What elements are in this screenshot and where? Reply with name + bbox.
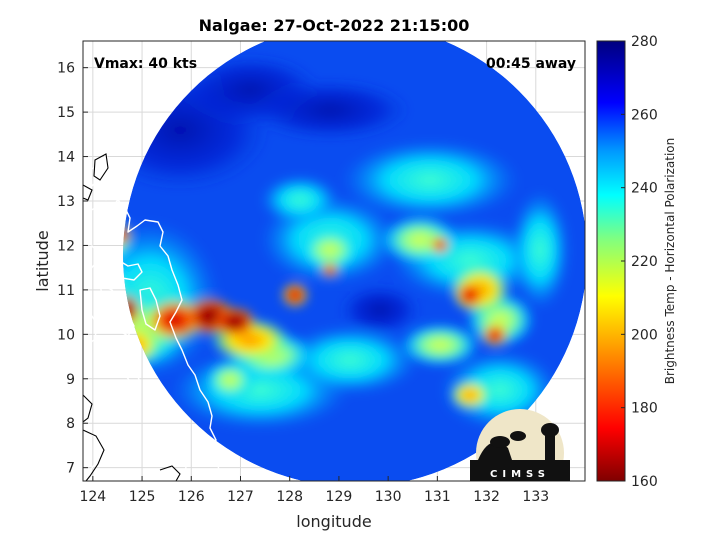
x-tick-label: 129 xyxy=(326,489,353,505)
x-tick-label: 133 xyxy=(522,489,549,505)
cimss-logo: CIMSS xyxy=(470,409,570,481)
y-tick-label: 9 xyxy=(66,372,75,388)
y-tick-label: 15 xyxy=(57,105,75,121)
x-tick-label: 132 xyxy=(473,489,500,505)
axes-frame xyxy=(82,40,586,482)
y-tick-label: 10 xyxy=(57,327,75,343)
colorbar-tick-label: 280 xyxy=(631,34,658,50)
colorbar xyxy=(596,40,626,482)
colorbar-tick-label: 160 xyxy=(631,474,658,490)
x-tick-label: 127 xyxy=(227,489,254,505)
logo-text: CIMSS xyxy=(490,469,550,480)
x-tick-label: 124 xyxy=(79,489,106,505)
colorbar-tick-label: 240 xyxy=(631,181,658,197)
y-tick-label: 7 xyxy=(66,461,75,477)
x-axis-label: longitude xyxy=(296,512,371,531)
time-away-label: 00:45 away xyxy=(486,56,576,72)
vmax-label: Vmax: 40 kts xyxy=(94,56,197,72)
coastlines xyxy=(83,151,223,481)
x-tick-label: 130 xyxy=(375,489,402,505)
colorbar-label: Brightness Temp - Horizontal Polarizatio… xyxy=(663,138,677,385)
colorbar-ticks: 160 180 200 220 240 260 280 xyxy=(621,34,658,490)
colorbar-tick-label: 220 xyxy=(631,254,658,270)
x-tick-label: 128 xyxy=(276,489,303,505)
y-axis-label: latitude xyxy=(33,230,52,291)
map-title: Nalgae: 27-Oct-2022 21:15:00 xyxy=(199,16,470,35)
y-tick-label: 14 xyxy=(57,150,75,166)
colorbar-tick-label: 260 xyxy=(631,107,658,123)
y-axis: 7 8 9 10 11 12 13 14 15 16 xyxy=(57,61,88,477)
y-tick-label: 13 xyxy=(57,194,75,210)
y-tick-label: 12 xyxy=(57,238,75,254)
x-tick-label: 125 xyxy=(129,489,156,505)
colorbar-tick-label: 180 xyxy=(631,401,658,417)
y-tick-label: 16 xyxy=(57,61,75,77)
y-tick-label: 8 xyxy=(66,416,75,432)
y-tick-label: 11 xyxy=(57,283,75,299)
colorbar-tick-label: 200 xyxy=(631,327,658,343)
x-tick-label: 131 xyxy=(424,489,451,505)
x-tick-label: 126 xyxy=(178,489,205,505)
coastlines-outside-swath xyxy=(83,153,181,481)
